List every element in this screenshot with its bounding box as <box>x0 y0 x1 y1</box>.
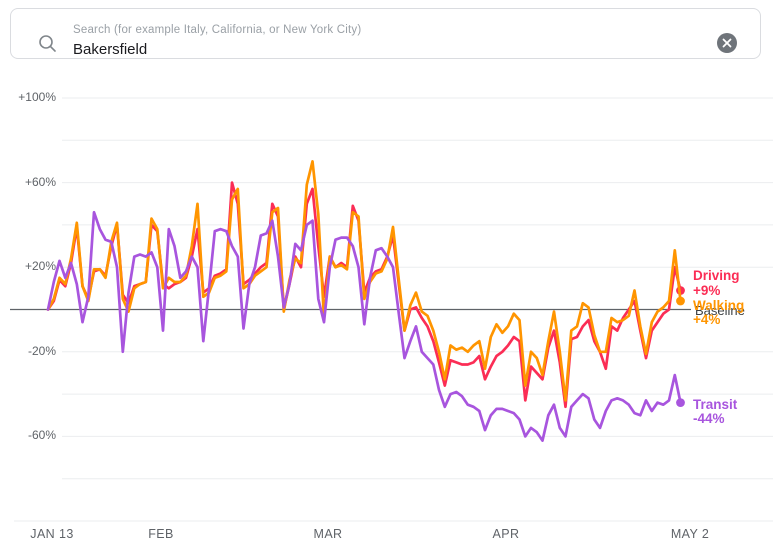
x-tick-label: FEB <box>148 527 174 541</box>
y-tick-label: -20% <box>27 344 56 358</box>
series-line-transit <box>46 210 682 442</box>
annotation-walking-label: Walking <box>693 298 745 313</box>
x-tick-label: JAN 13 <box>30 527 74 541</box>
series-line-walking <box>46 160 682 402</box>
chart-canvas <box>10 97 773 522</box>
annotation-walking-value: +4% <box>693 312 721 327</box>
close-icon <box>722 38 732 48</box>
search-value: Bakersfield <box>73 41 148 58</box>
x-tick-label: MAR <box>313 527 343 541</box>
annotation-driving-value: +9% <box>693 283 721 298</box>
series-end-dot-walking <box>676 296 685 306</box>
search-input[interactable]: Search (for example Italy, California, o… <box>73 24 700 58</box>
y-tick-label: -60% <box>27 428 56 442</box>
y-tick-label: +100% <box>18 90 56 104</box>
x-tick-label: MAY 2 <box>670 527 710 541</box>
series-end-dot-transit <box>676 398 685 407</box>
x-tick-label: APR <box>492 527 520 541</box>
mobility-chart[interactable]: +100% +60% +20% -20% -60% JAN 13 FEB MAR APR MAY… <box>0 64 773 556</box>
annotation-transit-value: -44% <box>693 411 725 426</box>
search-placeholder: Search (for example Italy, California, o… <box>73 24 362 36</box>
search-icon <box>38 34 57 58</box>
clear-search-button[interactable] <box>717 33 737 53</box>
y-tick-label: +20% <box>24 259 56 273</box>
annotation-transit-label: Transit <box>693 397 738 412</box>
search-bar[interactable]: Search (for example Italy, California, o… <box>10 8 761 59</box>
y-tick-label: +60% <box>24 175 56 189</box>
annotation-driving-label: Driving <box>693 268 740 283</box>
baseline-label: Baseline <box>695 303 745 318</box>
